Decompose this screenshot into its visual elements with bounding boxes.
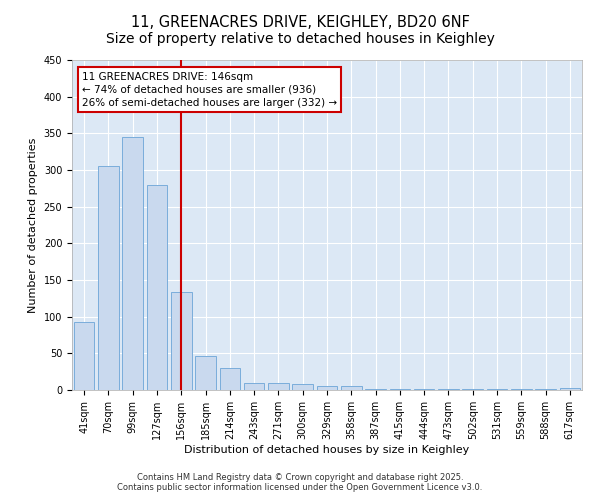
Bar: [195, 356, 216, 390]
Bar: [268, 382, 289, 390]
Bar: [122, 137, 143, 390]
Bar: [389, 388, 410, 390]
Bar: [146, 184, 167, 390]
Bar: [341, 386, 362, 390]
Bar: [171, 292, 191, 390]
Bar: [292, 384, 313, 390]
Bar: [74, 322, 94, 390]
Text: Size of property relative to detached houses in Keighley: Size of property relative to detached ho…: [106, 32, 494, 46]
X-axis label: Distribution of detached houses by size in Keighley: Distribution of detached houses by size …: [184, 444, 470, 454]
Text: 11, GREENACRES DRIVE, KEIGHLEY, BD20 6NF: 11, GREENACRES DRIVE, KEIGHLEY, BD20 6NF: [131, 15, 469, 30]
Bar: [414, 388, 434, 390]
Text: 11 GREENACRES DRIVE: 146sqm
← 74% of detached houses are smaller (936)
26% of se: 11 GREENACRES DRIVE: 146sqm ← 74% of det…: [82, 72, 337, 108]
Bar: [365, 388, 386, 390]
Bar: [560, 388, 580, 390]
Bar: [98, 166, 119, 390]
Y-axis label: Number of detached properties: Number of detached properties: [28, 138, 38, 312]
Text: Contains HM Land Registry data © Crown copyright and database right 2025.
Contai: Contains HM Land Registry data © Crown c…: [118, 473, 482, 492]
Bar: [244, 382, 265, 390]
Bar: [317, 386, 337, 390]
Bar: [220, 368, 240, 390]
